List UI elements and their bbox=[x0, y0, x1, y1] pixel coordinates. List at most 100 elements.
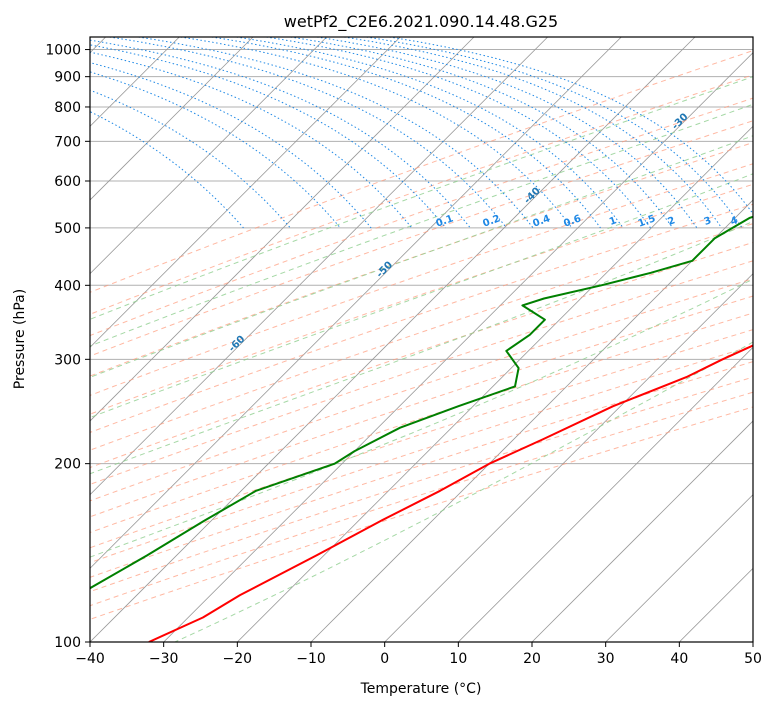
plot-area bbox=[90, 37, 753, 642]
isotherm-label: -30 bbox=[670, 112, 691, 133]
y-tick-label: 800 bbox=[54, 100, 81, 116]
skew-isotherm bbox=[163, 52, 753, 642]
dry-adiabat bbox=[90, 223, 753, 451]
skew-isotherm bbox=[90, 37, 401, 348]
dewpoint-profile bbox=[90, 215, 753, 590]
mixing-ratio-line bbox=[266, 37, 651, 229]
mixing-ratio-line bbox=[316, 37, 698, 229]
mixing-ratio-line bbox=[90, 39, 471, 229]
isotherm-label: -40 bbox=[522, 186, 543, 207]
mixing-ratio-line bbox=[389, 37, 753, 215]
mixing-ratio-line bbox=[90, 111, 244, 229]
moist-adiabat bbox=[90, 278, 753, 558]
chart-title: wetPf2_C2E6.2021.090.14.48.G25 bbox=[284, 12, 558, 32]
dry-adiabat bbox=[90, 278, 753, 502]
axis-layer: −40 −30 −20 −10 0 10 20 30 40 50 100 200 300 400 500 60… bbox=[45, 43, 762, 667]
dry-adiabat bbox=[90, 74, 753, 315]
skew-isotherm bbox=[679, 567, 753, 642]
mixing-ratio-label: 0.6 bbox=[562, 213, 582, 229]
dry-adiabat bbox=[90, 345, 753, 564]
x-tick-label: −20 bbox=[223, 651, 253, 667]
x-tick-label: −40 bbox=[75, 651, 105, 667]
isotherm-label: -50 bbox=[375, 260, 396, 281]
y-tick-label: 500 bbox=[54, 221, 81, 237]
moist-adiabat bbox=[90, 103, 753, 347]
moist-adiabat bbox=[90, 76, 753, 320]
series-layer bbox=[90, 215, 753, 642]
dry-adiabat bbox=[90, 183, 753, 415]
dry-adiabat bbox=[90, 295, 753, 518]
y-tick-label: 300 bbox=[54, 352, 81, 368]
grid-layer bbox=[90, 49, 753, 643]
mixing-ratio-line bbox=[90, 44, 446, 229]
y-tick-label: 100 bbox=[54, 635, 81, 651]
x-tick-label: 40 bbox=[670, 651, 688, 667]
temperature-profile bbox=[148, 344, 753, 642]
mixing-ratio-line bbox=[211, 37, 601, 229]
x-tick-label: 20 bbox=[523, 651, 541, 667]
dry-adiabats bbox=[90, 50, 753, 620]
y-tick-label: 200 bbox=[54, 457, 81, 473]
skew-isotherm bbox=[90, 37, 622, 569]
y-tick-label: 1000 bbox=[45, 43, 81, 59]
x-tick-label: −30 bbox=[149, 651, 179, 667]
mixing-ratio-lines bbox=[90, 37, 753, 229]
mixing-ratio-label: 0.1 bbox=[435, 213, 455, 229]
mixing-ratio-label: 0.4 bbox=[531, 213, 551, 229]
mixing-ratio-line bbox=[138, 37, 534, 229]
y-tick-label: 600 bbox=[54, 174, 81, 190]
mixing-ratio-line bbox=[344, 37, 723, 229]
y-tick-label: 400 bbox=[54, 278, 81, 294]
skew-isotherm bbox=[458, 346, 753, 642]
dry-adiabat bbox=[90, 312, 753, 534]
mixing-ratio-label: 1 bbox=[608, 215, 618, 228]
mixing-ratio-line bbox=[90, 51, 413, 229]
x-tick-label: 0 bbox=[380, 651, 389, 667]
dry-adiabat bbox=[90, 142, 753, 377]
skew-isotherm bbox=[237, 125, 753, 642]
dry-adiabat bbox=[90, 376, 753, 593]
mixing-ratio-line bbox=[290, 37, 674, 229]
moist-adiabats bbox=[90, 76, 753, 642]
y-axis-label: Pressure (hPa) bbox=[12, 289, 28, 389]
y-tick-label: 700 bbox=[54, 134, 81, 150]
dry-adiabat bbox=[90, 97, 753, 337]
dry-adiabat bbox=[90, 329, 753, 549]
mixing-ratio-line bbox=[90, 62, 372, 229]
mixing-ratio-label: 1.5 bbox=[637, 213, 657, 229]
y-tick-label: 900 bbox=[54, 70, 81, 86]
mixing-ratio-label: 2 bbox=[666, 215, 676, 228]
mixing-ratio-line bbox=[366, 37, 743, 229]
x-tick-label: 30 bbox=[597, 651, 615, 667]
skew-isotherm bbox=[752, 641, 753, 642]
x-tick-label: −10 bbox=[296, 651, 326, 667]
dry-adiabat bbox=[90, 50, 753, 293]
mixing-ratio-line bbox=[109, 37, 507, 229]
mixing-ratio-label: 3 bbox=[703, 215, 713, 228]
skew-isotherm bbox=[90, 37, 327, 275]
x-tick-label: 10 bbox=[449, 651, 467, 667]
x-tick-label: 50 bbox=[744, 651, 762, 667]
dry-adiabat bbox=[90, 120, 753, 357]
skew-isotherm bbox=[90, 37, 475, 422]
mixing-ratio-line bbox=[180, 37, 573, 229]
dry-adiabat bbox=[90, 361, 753, 578]
skew-isotherm bbox=[90, 37, 548, 496]
skew-isotherm bbox=[310, 199, 753, 642]
moist-adiabat bbox=[90, 135, 753, 378]
mixing-ratio-line bbox=[90, 71, 341, 229]
dry-adiabat bbox=[90, 241, 753, 469]
mixing-ratio-label: 4 bbox=[729, 215, 739, 228]
plot-frame bbox=[89, 36, 754, 643]
skew-isotherm bbox=[90, 37, 696, 642]
dry-adiabat bbox=[90, 163, 753, 396]
dry-adiabat bbox=[90, 391, 753, 607]
dry-adiabat bbox=[90, 203, 753, 433]
skew-isotherm bbox=[90, 37, 254, 201]
skew-isotherm bbox=[384, 273, 753, 642]
moist-adiabat bbox=[90, 220, 753, 475]
dry-adiabat bbox=[90, 260, 753, 485]
skew-isotherms bbox=[90, 37, 753, 642]
skew-isotherm bbox=[531, 420, 753, 642]
